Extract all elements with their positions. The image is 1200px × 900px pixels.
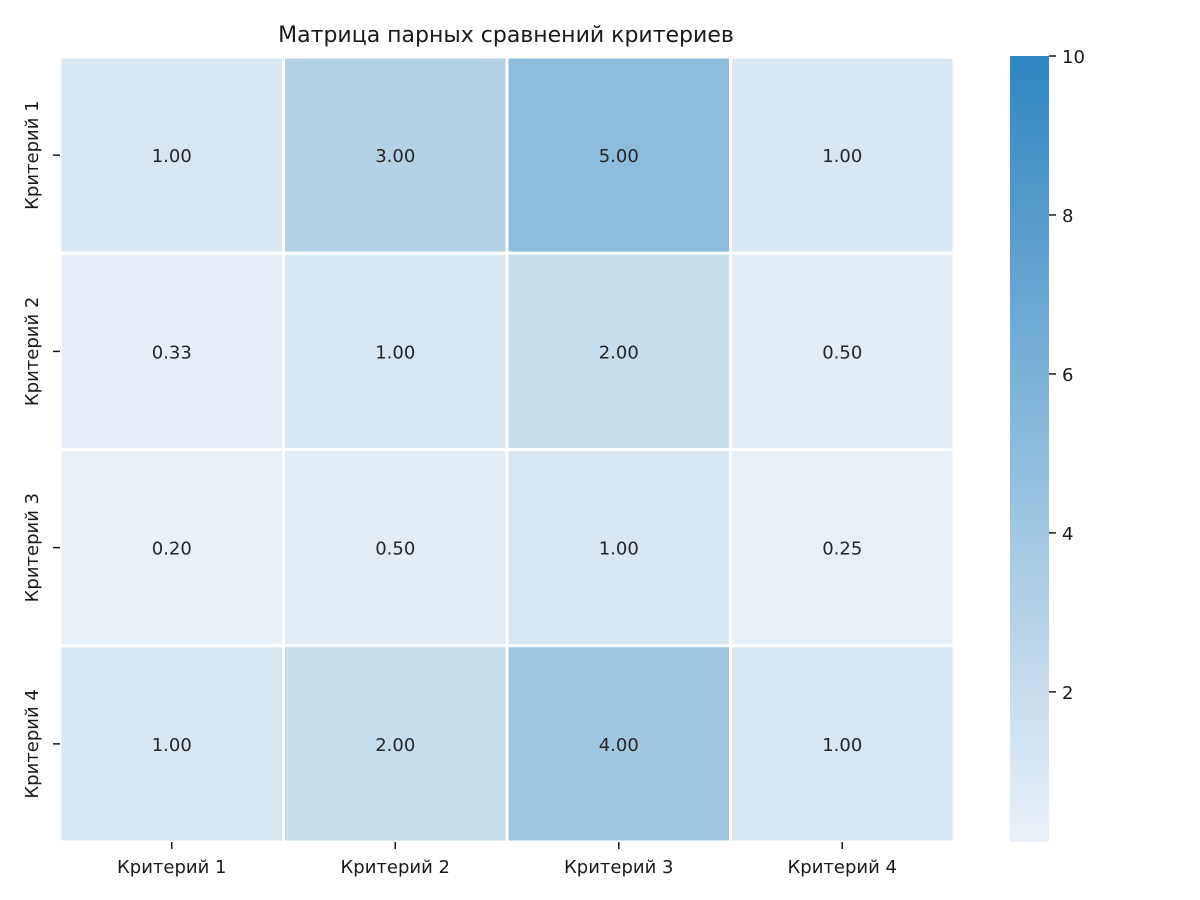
heatmap-cell-r1-c4 (729, 55, 956, 255)
cell-value-label: 3.00 (375, 146, 415, 167)
cell-value-label: 1.00 (599, 539, 639, 560)
cell-value-label: 1.00 (375, 342, 415, 363)
colorbar-tick-label: 6 (1062, 365, 1073, 386)
y-tick-label: Критерий 4 (22, 689, 43, 798)
heatmap-cell-r3-c2 (282, 448, 509, 648)
x-tick-label: Критерий 1 (117, 857, 226, 878)
cell-value-label: 0.50 (375, 539, 415, 560)
heatmap-cell-r2-c2 (282, 251, 509, 451)
cell-value-label: 5.00 (599, 146, 639, 167)
x-tick-label: Критерий 4 (788, 857, 897, 878)
cell-value-label: 0.33 (152, 342, 192, 363)
heatmap-cell-r3-c4 (729, 448, 956, 648)
cell-value-label: 2.00 (375, 735, 415, 756)
cell-value-label: 1.00 (822, 146, 862, 167)
cell-value-label: 0.50 (822, 342, 862, 363)
heatmap-cell-r4-c2 (282, 644, 509, 844)
colorbar-tick-label: 10 (1062, 47, 1085, 68)
cell-value-label: 1.00 (822, 735, 862, 756)
heatmap-cell-r1-c2 (282, 55, 509, 255)
x-axis: Критерий 1 Критерий 2 Критерий 3 Критерий 4 (117, 842, 897, 878)
y-axis: Критерий 1 Критерий 2 Критерий 3 Критерий 4 (22, 100, 60, 799)
x-tick-label: Критерий 3 (564, 857, 673, 878)
heatmap-cells: 1.00 3.00 5.00 1.00 0.33 1.00 2.00 0.50 0.20 0.50… (58, 55, 956, 844)
colorbar-tick-label: 2 (1062, 683, 1073, 704)
heatmap-cell-r4-c4 (729, 644, 956, 844)
cell-value-label: 0.20 (152, 539, 192, 560)
x-tick-label: Критерий 2 (341, 857, 450, 878)
colorbar: 2 4 6 8 10 (1010, 47, 1085, 842)
cell-value-label: 1.00 (152, 146, 192, 167)
colorbar-tick-label: 8 (1062, 206, 1073, 227)
colorbar-gradient (1010, 56, 1049, 842)
cell-value-label: 2.00 (599, 342, 639, 363)
heatmap-cell-r2-c4 (729, 251, 956, 451)
y-tick-label: Критерий 3 (22, 493, 43, 602)
colorbar-tick-label: 4 (1062, 524, 1073, 545)
chart-title: Матрица парных сравнений критериев (278, 23, 734, 48)
heatmap-cell-r1-c1 (58, 55, 285, 255)
cell-value-label: 4.00 (599, 735, 639, 756)
cell-value-label: 1.00 (152, 735, 192, 756)
heatmap-cell-r1-c3 (505, 55, 732, 255)
y-tick-label: Критерий 1 (22, 100, 43, 209)
y-tick-label: Критерий 2 (22, 297, 43, 406)
cell-value-label: 0.25 (822, 539, 862, 560)
